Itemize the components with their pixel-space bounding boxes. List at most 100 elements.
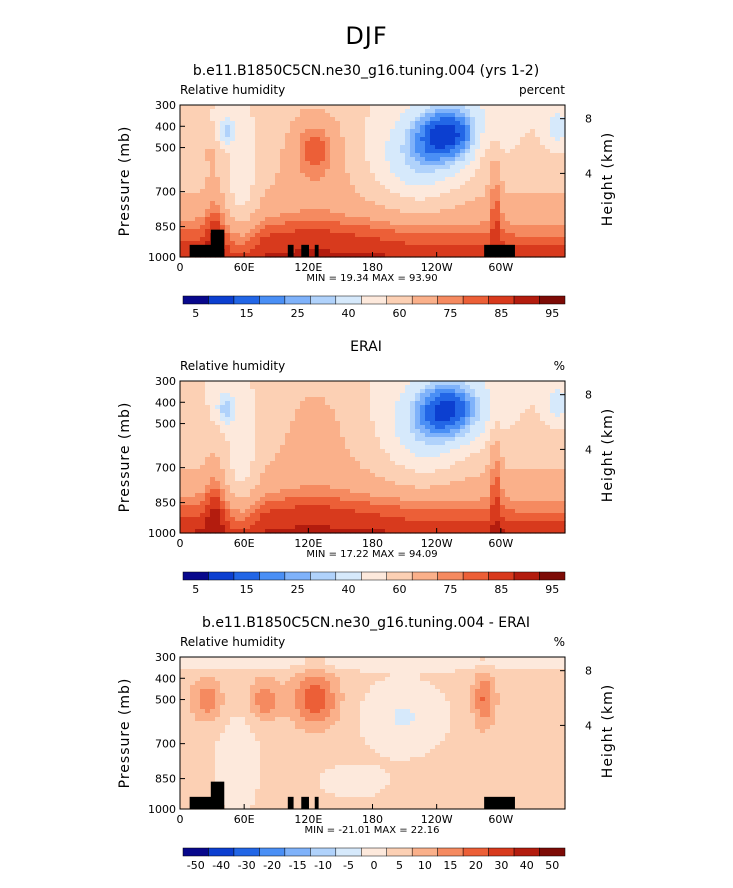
heatmap-cell	[515, 437, 521, 442]
heatmap-cell	[415, 461, 421, 466]
heatmap-cell	[395, 397, 401, 402]
heatmap-cell	[495, 157, 501, 162]
heatmap-cell	[385, 153, 391, 158]
colorbar-label: 95	[545, 307, 559, 320]
heatmap-cell	[440, 221, 446, 226]
heatmap-cell	[550, 225, 556, 230]
heatmap-cell	[495, 133, 501, 138]
heatmap-cell	[315, 209, 321, 214]
heatmap-cell	[395, 229, 401, 234]
heatmap-cell	[300, 469, 306, 474]
heatmap-cell	[285, 425, 291, 430]
heatmap-cell	[290, 141, 296, 146]
heatmap-cell	[185, 225, 191, 230]
heatmap-cell	[235, 233, 241, 238]
heatmap-cell	[400, 137, 406, 142]
heatmap-cell	[180, 169, 186, 174]
heatmap-cell	[220, 445, 226, 450]
heatmap-cell	[245, 385, 251, 390]
heatmap-cell	[270, 157, 276, 162]
heatmap-cell	[525, 149, 531, 154]
heatmap-cell	[395, 217, 401, 222]
heatmap-cell	[320, 249, 326, 254]
heatmap-cell	[460, 421, 466, 426]
heatmap-cell	[535, 405, 541, 410]
heatmap-cell	[410, 189, 416, 194]
heatmap-cell	[490, 429, 496, 434]
heatmap-cell	[425, 229, 431, 234]
heatmap-cell	[315, 453, 321, 458]
heatmap-cell	[485, 225, 491, 230]
heatmap-cell	[270, 477, 276, 482]
heatmap-cell	[515, 229, 521, 234]
heatmap-cell	[355, 409, 361, 414]
heatmap-cell	[270, 137, 276, 142]
heatmap-cell	[270, 449, 276, 454]
heatmap-cell	[355, 397, 361, 402]
heatmap-cell	[540, 189, 546, 194]
heatmap-cell	[295, 465, 301, 470]
heatmap-cell	[185, 129, 191, 134]
heatmap-cell	[475, 441, 481, 446]
heatmap-cell	[540, 397, 546, 402]
heatmap-cell	[195, 421, 201, 426]
heatmap-cell	[245, 401, 251, 406]
heatmap-cell	[445, 409, 451, 414]
heatmap-cell	[340, 169, 346, 174]
heatmap-cell	[215, 465, 221, 470]
heatmap-cell	[485, 393, 491, 398]
heatmap-cell	[430, 417, 436, 422]
heatmap-cell	[200, 173, 206, 178]
heatmap-cell	[420, 161, 426, 166]
heatmap-cell	[550, 145, 556, 150]
heatmap-cell	[195, 393, 201, 398]
heatmap-cell	[290, 145, 296, 150]
heatmap-cell	[315, 477, 321, 482]
heatmap-cell	[285, 149, 291, 154]
heatmap-cell	[525, 145, 531, 150]
heatmap-cell	[380, 441, 386, 446]
heatmap-cell	[290, 381, 296, 386]
heatmap-cell	[185, 181, 191, 186]
heatmap-cell	[250, 253, 256, 258]
heatmap-cell	[295, 201, 301, 206]
heatmap-cell	[440, 441, 446, 446]
heatmap-cell	[205, 449, 211, 454]
heatmap-cell	[340, 385, 346, 390]
heatmap-cell	[480, 397, 486, 402]
heatmap-cell	[510, 221, 516, 226]
heatmap-cell	[380, 253, 386, 258]
heatmap-cell	[285, 385, 291, 390]
heatmap-cell	[250, 229, 256, 234]
heatmap-cell	[305, 385, 311, 390]
heatmap-cell	[495, 405, 501, 410]
heatmap-cell	[295, 397, 301, 402]
heatmap-cell	[220, 173, 226, 178]
heatmap-cell	[330, 449, 336, 454]
heatmap-cell	[460, 161, 466, 166]
heatmap-cell	[545, 141, 551, 146]
heatmap-cell	[520, 233, 526, 238]
heatmap-cell	[270, 213, 276, 218]
heatmap-cell	[500, 201, 506, 206]
heatmap-cell	[295, 205, 301, 210]
heatmap-cell	[190, 121, 196, 126]
heatmap-cell	[545, 237, 551, 242]
heatmap-cell	[290, 389, 296, 394]
heatmap-cell	[255, 465, 261, 470]
heatmap-cell	[380, 433, 386, 438]
heatmap-cell	[555, 421, 561, 426]
heatmap-cell	[560, 457, 566, 462]
heatmap-cell	[475, 217, 481, 222]
heatmap-cell	[450, 165, 456, 170]
heatmap-cell	[340, 477, 346, 482]
heatmap-cell	[530, 413, 536, 418]
heatmap-cell	[245, 189, 251, 194]
heatmap-cell	[395, 469, 401, 474]
heatmap-cell	[450, 433, 456, 438]
heatmap-cell	[475, 253, 481, 258]
heatmap-cell	[240, 233, 246, 238]
heatmap-cell	[360, 105, 366, 110]
heatmap-cell	[470, 481, 476, 486]
heatmap-cell	[405, 201, 411, 206]
